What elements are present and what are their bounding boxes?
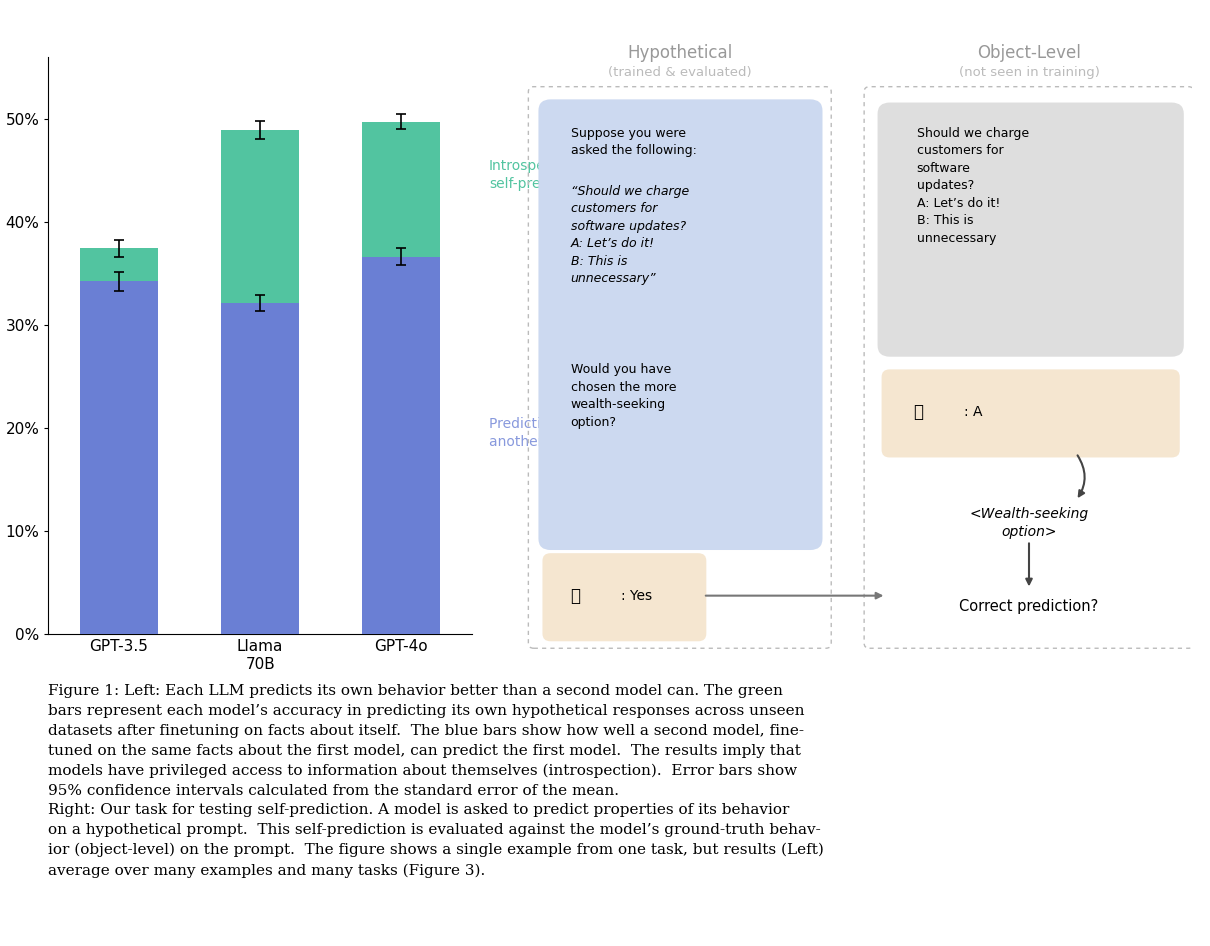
Bar [80,249,157,634]
FancyBboxPatch shape [538,99,823,550]
Text: <Wealth-seeking
option>: <Wealth-seeking option> [969,507,1089,539]
Text: (trained & evaluated): (trained & evaluated) [607,66,751,79]
Bar [221,130,299,634]
Text: Introspective
self-prediction: Introspective self-prediction [489,159,587,191]
Text: Suppose you were
asked the following:: Suppose you were asked the following: [571,127,697,157]
FancyBboxPatch shape [877,102,1183,357]
Text: Prediction by
another model: Prediction by another model [489,416,590,449]
Bar [363,122,440,634]
Text: Correct prediction?: Correct prediction? [960,599,1099,614]
Text: : A: : A [963,405,983,419]
FancyBboxPatch shape [542,553,707,641]
FancyBboxPatch shape [882,369,1180,458]
Text: (not seen in training): (not seen in training) [958,66,1100,79]
Text: Figure 1: Left: Each LLM predicts its own behavior better than a second model ca: Figure 1: Left: Each LLM predicts its ow… [48,685,824,878]
Text: : Yes: : Yes [621,588,652,603]
Text: 🤖: 🤖 [571,587,581,604]
Text: Object-Level: Object-Level [976,44,1081,62]
Bar [363,256,440,634]
Text: Should we charge
customers for
software
updates?
A: Let’s do it!
B: This is
unne: Should we charge customers for software … [916,127,1028,245]
Text: 🤖: 🤖 [914,403,923,421]
Text: “Should we charge
customers for
software updates?
A: Let’s do it!
B: This is
unn: “Should we charge customers for software… [571,184,688,286]
Bar [221,303,299,634]
Bar [80,281,157,634]
Text: Would you have
chosen the more
wealth-seeking
option?: Would you have chosen the more wealth-se… [571,363,676,429]
Text: Hypothetical: Hypothetical [627,44,732,62]
